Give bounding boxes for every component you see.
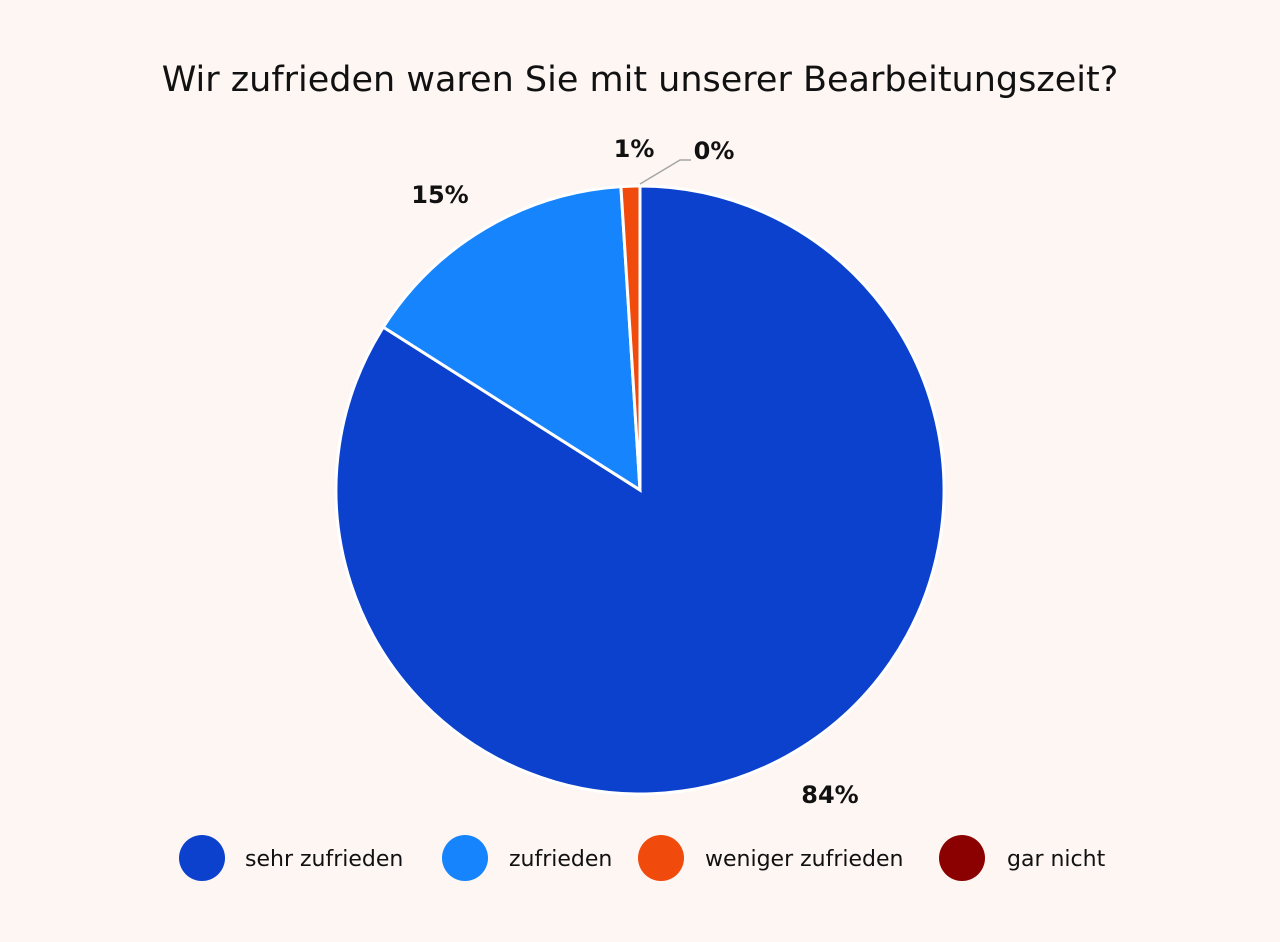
legend-marker-3 bbox=[939, 835, 985, 881]
legend-marker-0 bbox=[179, 835, 225, 881]
data-label-0: 84% bbox=[801, 781, 858, 809]
legend-label-0: sehr zufrieden bbox=[245, 847, 403, 872]
data-label-1: 15% bbox=[411, 181, 468, 209]
pie-slice-1 bbox=[381, 185, 642, 493]
chart-title: Wir zufrieden waren Sie mit unserer Bear… bbox=[161, 60, 1119, 100]
data-label-2: 1% bbox=[614, 135, 655, 163]
legend-label-1: zufrieden bbox=[509, 847, 612, 872]
legend-label-2: weniger zufrieden bbox=[705, 847, 904, 872]
legend-marker-2 bbox=[638, 835, 684, 881]
leader-line bbox=[639, 159, 691, 185]
legend-marker-1 bbox=[442, 835, 488, 881]
data-label-3: 0% bbox=[694, 137, 735, 165]
legend-label-3: gar nicht bbox=[1007, 847, 1106, 872]
pie-slice-2 bbox=[619, 184, 642, 491]
